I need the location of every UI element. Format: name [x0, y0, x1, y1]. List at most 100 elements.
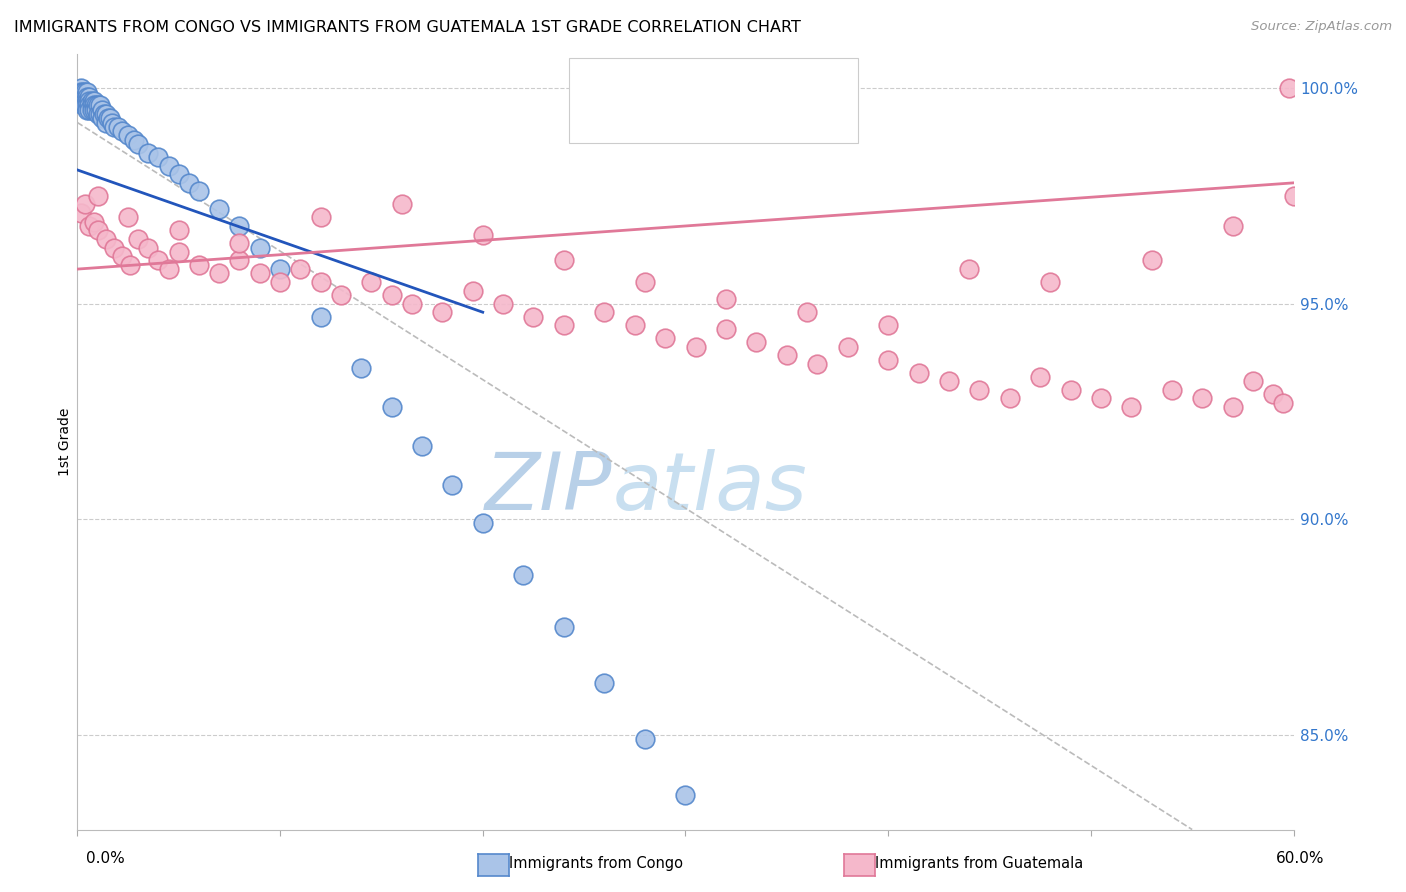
Point [84, 103, 107, 117]
Point [93, 107, 115, 121]
Point [430, 305, 453, 319]
Point [70, 89, 93, 103]
Point [188, 185, 211, 199]
Point [188, 258, 211, 272]
Point [471, 227, 494, 242]
Point [309, 275, 332, 289]
Point [714, 322, 737, 336]
Text: N =: N = [728, 109, 768, 127]
Point [461, 284, 484, 298]
Point [70, 206, 93, 220]
Point [83, 103, 105, 117]
Point [471, 516, 494, 531]
Point [228, 253, 250, 268]
Point [492, 296, 515, 310]
Point [269, 275, 291, 289]
Point [75, 89, 97, 103]
Point [998, 392, 1021, 406]
Text: Immigrants from Congo: Immigrants from Congo [509, 856, 683, 871]
Point [103, 241, 125, 255]
Point [72, 94, 94, 108]
Point [84, 98, 107, 112]
Point [1282, 189, 1305, 203]
Point [714, 293, 737, 307]
Point [1222, 400, 1244, 414]
Point [83, 94, 105, 108]
Point [228, 236, 250, 251]
Point [441, 477, 464, 491]
Point [714, 848, 737, 863]
Point [127, 136, 149, 151]
Point [796, 305, 818, 319]
Point [118, 258, 141, 272]
Point [290, 262, 312, 277]
Point [1059, 383, 1081, 397]
Point [148, 253, 170, 268]
Point [249, 267, 271, 281]
Point [269, 262, 291, 277]
Point [86, 107, 108, 121]
Point [86, 189, 108, 203]
Point [938, 374, 960, 388]
Point [553, 318, 575, 333]
Point [1121, 400, 1143, 414]
Point [67, 89, 90, 103]
Text: IMMIGRANTS FROM CONGO VS IMMIGRANTS FROM GUATEMALA 1ST GRADE CORRELATION CHART: IMMIGRANTS FROM CONGO VS IMMIGRANTS FROM… [14, 20, 801, 35]
Point [1241, 374, 1264, 388]
Point [107, 120, 129, 134]
Point [228, 219, 250, 233]
Text: Immigrants from Guatemala: Immigrants from Guatemala [875, 856, 1083, 871]
Point [157, 159, 180, 173]
Point [877, 352, 900, 367]
Text: R =: R = [623, 109, 666, 127]
Point [411, 439, 433, 453]
Point [1272, 395, 1295, 409]
Point [1263, 387, 1285, 401]
Text: Source: ZipAtlas.com: Source: ZipAtlas.com [1251, 20, 1392, 33]
Point [776, 348, 799, 362]
Point [83, 215, 105, 229]
Point [70, 81, 93, 95]
Text: R =: R = [623, 74, 661, 93]
Point [89, 98, 111, 112]
Text: 0.110: 0.110 [661, 109, 716, 127]
Point [735, 874, 758, 888]
Point [1278, 81, 1301, 95]
Point [79, 94, 101, 108]
Point [76, 86, 98, 100]
Point [177, 176, 200, 190]
Point [79, 219, 101, 233]
Point [837, 340, 859, 354]
Point [90, 112, 112, 126]
Point [80, 94, 103, 108]
Point [94, 107, 117, 121]
Text: N =: N = [728, 74, 768, 93]
Text: 80: 80 [763, 74, 787, 93]
Point [593, 305, 616, 319]
Point [70, 94, 93, 108]
Point [136, 241, 159, 255]
Point [1029, 369, 1052, 384]
Point [401, 296, 423, 310]
Point [380, 288, 402, 302]
Point [512, 568, 534, 582]
Point [634, 275, 657, 289]
Point [391, 197, 413, 211]
Point [1140, 253, 1163, 268]
Point [79, 89, 101, 103]
Point [70, 86, 93, 100]
Point [380, 400, 402, 414]
Point [86, 98, 108, 112]
Point [117, 128, 139, 143]
Point [76, 94, 98, 108]
Point [83, 98, 105, 112]
Point [745, 335, 768, 350]
Point [907, 366, 929, 380]
Point [148, 150, 170, 164]
Point [157, 262, 180, 277]
Text: 0.0%: 0.0% [86, 852, 125, 866]
Point [75, 86, 97, 100]
Point [79, 98, 101, 112]
Point [360, 275, 382, 289]
Point [877, 318, 900, 333]
